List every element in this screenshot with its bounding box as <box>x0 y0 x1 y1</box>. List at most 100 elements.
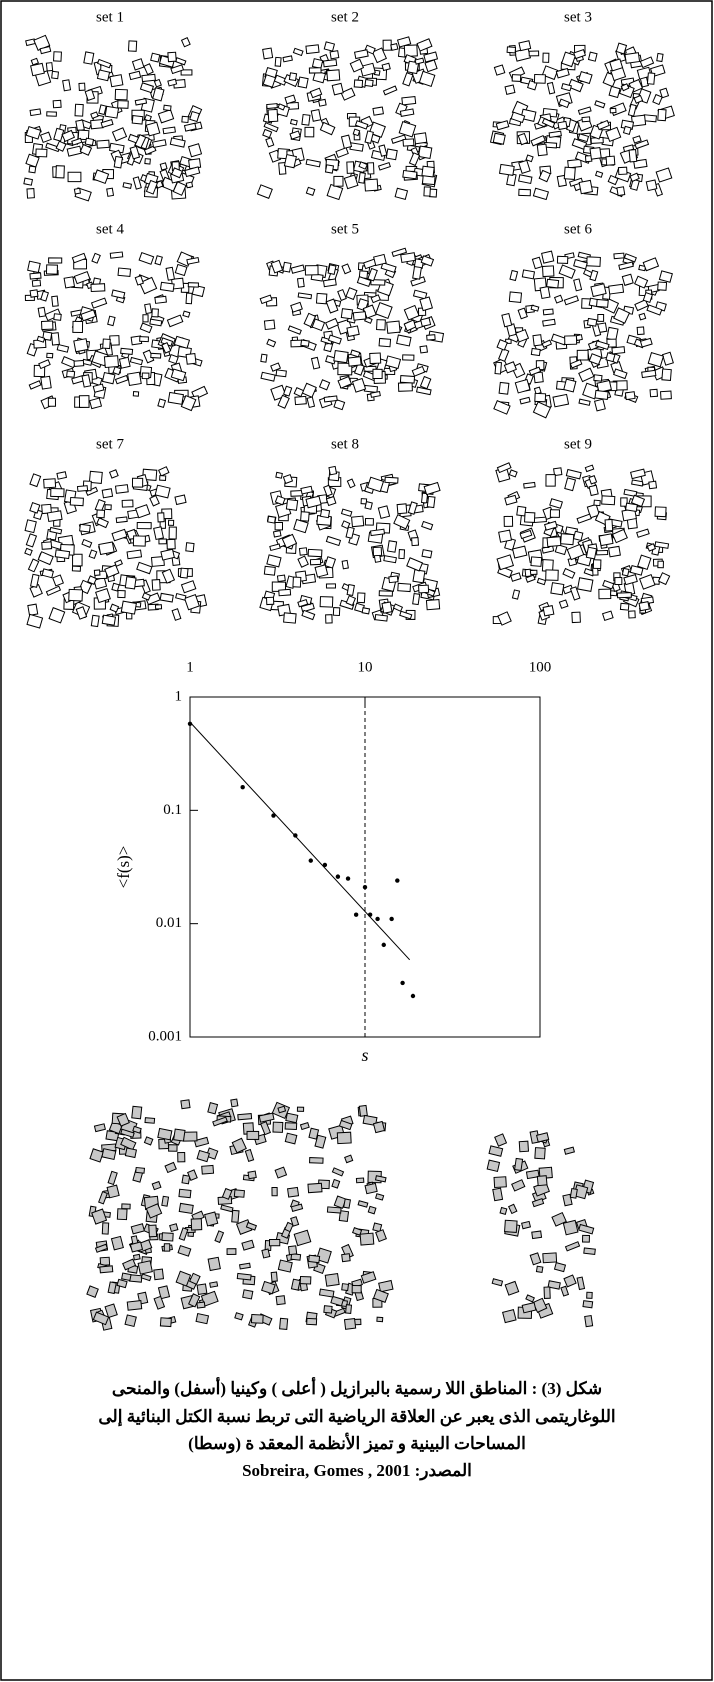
building-footprint <box>167 315 182 327</box>
building-footprint <box>169 1145 178 1152</box>
building-footprint <box>493 133 505 144</box>
building-footprint <box>526 1295 534 1302</box>
building-footprint <box>386 149 397 160</box>
building-footprint <box>661 391 672 399</box>
data-point <box>411 994 415 998</box>
building-footprint <box>649 481 657 489</box>
building-footprint <box>186 543 194 552</box>
building-footprint <box>658 282 667 290</box>
building-footprint <box>561 1286 569 1296</box>
y-tick-label: 0.01 <box>156 915 182 931</box>
building-footprint <box>208 1257 220 1270</box>
building-footprint <box>360 1233 374 1245</box>
building-footprint <box>264 320 274 329</box>
building-footprint <box>92 298 107 308</box>
building-footprint <box>377 320 386 330</box>
building-footprint <box>291 265 304 273</box>
building-footprint <box>158 1128 172 1139</box>
building-footprint <box>368 163 374 174</box>
building-footprint <box>509 292 521 303</box>
building-footprint <box>310 559 320 565</box>
building-footprint <box>353 312 366 320</box>
building-footprint <box>99 542 114 554</box>
building-footprint <box>593 560 601 569</box>
building-footprint <box>79 83 85 90</box>
building-footprint <box>125 1315 136 1327</box>
panel-label: set 7 <box>96 436 124 452</box>
building-footprint <box>413 594 420 605</box>
building-footprint <box>47 112 57 116</box>
building-footprint <box>160 163 167 170</box>
building-footprint <box>42 321 53 330</box>
building-footprint <box>291 302 302 312</box>
building-footprint <box>105 1304 117 1318</box>
building-footprint <box>393 604 402 611</box>
building-footprint <box>365 1183 377 1193</box>
building-footprint <box>403 73 413 86</box>
building-footprint <box>125 1148 136 1158</box>
building-footprint <box>577 350 588 360</box>
building-footprint <box>385 356 400 369</box>
building-footprint <box>142 593 150 600</box>
building-footprint <box>169 527 176 539</box>
building-footprint <box>329 466 337 474</box>
building-footprint <box>624 126 632 134</box>
building-footprint <box>166 267 174 280</box>
building-footprint <box>535 1148 545 1159</box>
building-footprint <box>500 164 515 175</box>
building-footprint <box>186 293 192 304</box>
building-footprint <box>347 326 359 337</box>
building-footprint <box>55 550 69 559</box>
building-footprint <box>52 296 59 306</box>
building-footprint <box>399 550 405 559</box>
building-footprint <box>397 504 407 514</box>
building-footprint <box>181 581 195 593</box>
building-footprint <box>122 500 133 507</box>
data-point <box>382 943 386 947</box>
building-footprint <box>333 608 339 616</box>
building-footprint <box>188 283 198 287</box>
building-footprint <box>510 271 518 281</box>
building-footprint <box>379 1281 393 1292</box>
building-footprint <box>280 1318 288 1329</box>
x-tick-label: 1 <box>186 659 194 675</box>
building-footprint <box>154 527 164 540</box>
building-footprint <box>53 100 61 107</box>
building-footprint <box>517 506 526 516</box>
building-footprint <box>624 575 637 585</box>
building-footprint <box>419 585 429 593</box>
building-footprint <box>152 1182 161 1190</box>
building-footprint <box>505 1220 518 1232</box>
building-footprint <box>543 309 553 315</box>
building-footprint <box>97 510 105 518</box>
building-footprint <box>159 467 169 476</box>
building-footprint <box>268 109 278 121</box>
data-point <box>375 917 379 921</box>
building-footprint <box>270 544 280 550</box>
building-footprint <box>565 336 577 345</box>
building-footprint <box>114 156 122 167</box>
building-footprint <box>589 52 598 61</box>
building-footprint <box>202 1165 214 1174</box>
building-footprint <box>291 491 303 497</box>
building-footprint <box>582 117 590 122</box>
panel-label: set 9 <box>564 436 592 452</box>
building-footprint <box>162 1233 173 1241</box>
building-footprint <box>387 321 400 333</box>
building-footprint <box>326 536 340 545</box>
building-footprint <box>142 74 156 81</box>
building-footprint <box>179 1203 193 1213</box>
fit-line <box>190 722 410 960</box>
building-footprint <box>658 561 664 568</box>
building-footprint <box>152 309 159 317</box>
building-footprint <box>536 1266 542 1272</box>
building-footprint <box>566 1242 580 1251</box>
building-footprint <box>422 166 434 177</box>
building-footprint <box>597 550 608 554</box>
building-footprint <box>119 357 130 368</box>
building-footprint <box>41 132 52 142</box>
building-footprint <box>243 1290 253 1299</box>
building-footprint <box>531 348 540 355</box>
building-footprint <box>64 277 74 288</box>
building-footprint <box>365 502 372 510</box>
